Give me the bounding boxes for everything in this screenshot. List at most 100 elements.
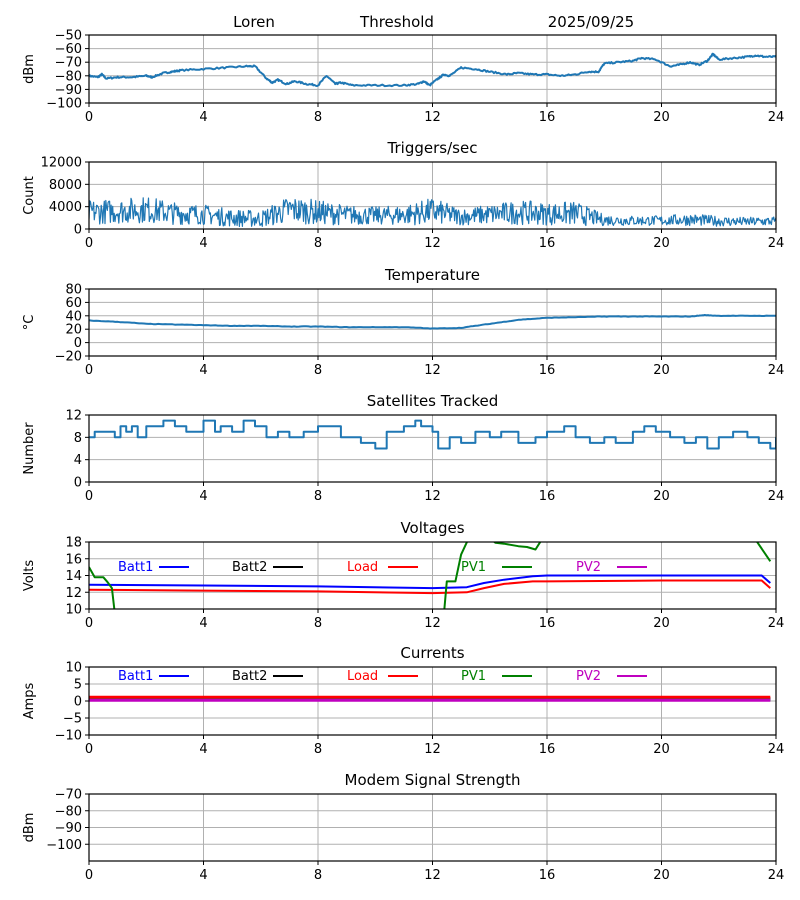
x-tick-label: 12 [424, 110, 441, 125]
x-tick-label: 0 [85, 363, 93, 378]
chart-triggers: 0 4 8 12 16 20 24 12000 8000 4000 0 Count Triggers/s… [22, 139, 784, 251]
plot-area [89, 52, 776, 88]
x-tick-label: 16 [539, 110, 556, 125]
series-line-temperature [89, 314, 776, 330]
x-tick-label: 8 [314, 489, 322, 504]
header-date: 2025/09/25 [548, 13, 634, 31]
y-tick-label: 0 [74, 336, 82, 351]
plot-frame [88, 793, 777, 862]
y-tick-label: 16 [65, 552, 82, 567]
y-tick-label: 0 [74, 476, 82, 491]
x-tick-label: 24 [768, 236, 785, 251]
y-tick-label: 0 [74, 695, 82, 710]
y-tick-label: 12000 [41, 156, 82, 171]
chart-title: Triggers/sec [387, 139, 478, 157]
chart-title: Currents [400, 644, 464, 662]
series-line-batt1 [89, 574, 771, 590]
series-line-threshold [89, 52, 776, 88]
y-tick-label: −80 [55, 804, 82, 819]
y-tick-label: 80 [65, 283, 82, 298]
y-tick-label: −70 [55, 788, 82, 803]
series-line-pv1 [89, 542, 772, 609]
y-axis-label: Amps [22, 682, 37, 719]
x-tick-label: 24 [768, 489, 785, 504]
x-tick-label: 16 [539, 489, 556, 504]
x-tick-label: 8 [314, 110, 322, 125]
y-tick-label: 40 [65, 309, 82, 324]
x-tick-label: 8 [314, 742, 322, 757]
x-tick-label: 24 [768, 616, 785, 631]
y-tick-label: 4 [74, 453, 82, 468]
x-tick-label: 4 [199, 868, 207, 883]
y-tick-label: −100 [46, 838, 82, 853]
x-tick-label: 12 [424, 363, 441, 378]
y-tick-label: −20 [55, 350, 82, 365]
x-tick-label: 16 [539, 236, 556, 251]
x-tick-label: 20 [653, 489, 670, 504]
chart-title: Voltages [400, 519, 464, 537]
x-tick-label: 20 [653, 616, 670, 631]
y-tick-label: 20 [65, 323, 82, 338]
plot-frame [88, 666, 777, 736]
y-tick-label: 0 [74, 223, 82, 238]
legend-label-pv2: PV2 [576, 669, 601, 684]
x-tick-label: 0 [85, 489, 93, 504]
y-axis-label: dBm [22, 813, 37, 843]
y-axis-label: °C [22, 315, 37, 331]
y-tick-label: −80 [55, 69, 82, 84]
series-line-triggers [89, 197, 776, 228]
legend-label-pv1: PV1 [461, 560, 486, 575]
x-tick-label: 0 [85, 616, 93, 631]
plot-frame [88, 161, 777, 230]
legend-label-pv2: PV2 [576, 560, 601, 575]
x-tick-label: 20 [653, 236, 670, 251]
y-axis-label: Volts [22, 560, 37, 592]
x-tick-label: 20 [653, 742, 670, 757]
y-tick-label: −10 [55, 729, 82, 744]
plot-area [89, 314, 776, 330]
x-tick-label: 20 [653, 868, 670, 883]
x-tick-label: 4 [199, 363, 207, 378]
y-axis-label: dBm [22, 54, 37, 84]
x-tick-label: 16 [539, 363, 556, 378]
plot-area [89, 695, 771, 702]
chart-title: Modem Signal Strength [345, 771, 521, 789]
x-tick-label: 12 [424, 742, 441, 757]
y-tick-label: −90 [55, 821, 82, 836]
series-line-satellites [89, 419, 776, 450]
y-tick-label: 60 [65, 296, 82, 311]
x-tick-label: 16 [539, 742, 556, 757]
y-tick-label: −90 [55, 83, 82, 98]
legend-label-batt1: Batt1 [118, 669, 153, 684]
x-tick-label: 12 [424, 616, 441, 631]
x-tick-label: 12 [424, 489, 441, 504]
y-tick-label: 10 [65, 661, 82, 676]
x-tick-label: 24 [768, 868, 785, 883]
y-tick-label: 14 [65, 569, 82, 584]
legend-label-load: Load [347, 669, 378, 684]
legend-label-batt2: Batt2 [232, 669, 267, 684]
x-tick-label: 12 [424, 868, 441, 883]
y-tick-label: 4000 [49, 200, 82, 215]
chart-satellites: 0 4 8 12 16 20 24 12 8 4 0 Number Satellites Tracked [22, 392, 784, 504]
header-mode: Threshold [359, 13, 434, 31]
x-tick-label: 4 [199, 236, 207, 251]
series-line-load [89, 579, 771, 595]
y-tick-label: −100 [46, 97, 82, 112]
x-tick-label: 20 [653, 363, 670, 378]
x-tick-label: 0 [85, 868, 93, 883]
x-tick-label: 4 [199, 110, 207, 125]
y-tick-label: 5 [74, 678, 82, 693]
chart-modem: 0 4 8 12 16 20 24 −70−80 −90 −100 dBm Modem Signal … [22, 771, 784, 883]
y-tick-label: 10 [65, 603, 82, 618]
legend-label-batt2: Batt2 [232, 560, 267, 575]
plot-area [89, 419, 776, 450]
x-tick-label: 24 [768, 742, 785, 757]
x-tick-label: 8 [314, 363, 322, 378]
x-tick-label: 12 [424, 236, 441, 251]
x-tick-label: 8 [314, 868, 322, 883]
y-tick-label: −50 [55, 29, 82, 44]
plot-area [89, 542, 772, 609]
chart-threshold: 0 4 8 12 16 20 24 −50−60−70−80−90−100 dBm [22, 29, 784, 126]
